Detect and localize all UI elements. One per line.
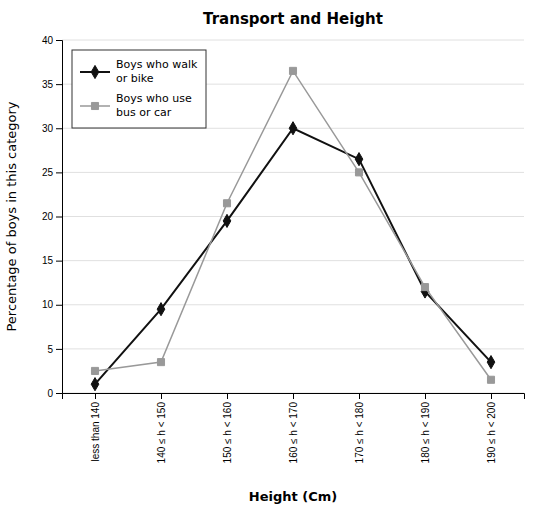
tick-mark bbox=[161, 393, 162, 399]
tick: 5 bbox=[47, 344, 62, 355]
tick-mark bbox=[359, 393, 360, 399]
tick-label: 35 bbox=[42, 79, 54, 90]
grid bbox=[62, 40, 524, 393]
tick-mark bbox=[491, 393, 492, 399]
tick-mark bbox=[56, 84, 62, 85]
chart: 0 5 10 15 20 25 30 35 40 less than 140 140 ≤ h < 1… bbox=[0, 0, 544, 511]
grid-line bbox=[62, 40, 524, 41]
legend-marker bbox=[91, 102, 98, 109]
tick: 15 bbox=[42, 255, 62, 266]
tick-mark bbox=[56, 393, 62, 394]
tick-mark bbox=[56, 40, 62, 41]
tick-mark bbox=[425, 393, 426, 399]
tick-mark bbox=[56, 217, 62, 218]
tick-label: 25 bbox=[42, 167, 54, 178]
marker bbox=[223, 200, 230, 207]
legend-marker bbox=[91, 65, 99, 78]
tick-mark bbox=[56, 349, 62, 350]
tick-label: 40 bbox=[42, 35, 54, 46]
tick-mark bbox=[56, 128, 62, 129]
legend-label: Boys who usebus or car bbox=[116, 92, 192, 119]
tick-label: 15 bbox=[42, 255, 54, 266]
tick-label: 170 ≤ h < 180 bbox=[354, 402, 365, 464]
title: Transport and Height bbox=[203, 10, 383, 28]
grid-line bbox=[62, 348, 524, 349]
grid-line bbox=[62, 172, 524, 173]
x-axis: less than 140 140 ≤ h < 150 150 ≤ h < 160 1… bbox=[63, 393, 525, 463]
plot: 0 5 10 15 20 25 30 35 40 less than 140 140 ≤ h < 1… bbox=[42, 35, 525, 464]
tick-mark bbox=[95, 393, 96, 399]
series-line bbox=[95, 71, 491, 380]
tick: 10 bbox=[42, 299, 62, 310]
marker bbox=[289, 67, 296, 74]
tick-label: 20 bbox=[42, 211, 54, 222]
legend: Boys who walkor bike Boys who usebus or c… bbox=[72, 50, 206, 128]
tick: 0 bbox=[47, 388, 62, 399]
legend-box bbox=[72, 50, 206, 128]
x-axis-title: Height (Cm) bbox=[249, 489, 337, 504]
tick: less than 140 bbox=[90, 393, 101, 462]
tick: 170 ≤ h < 180 bbox=[354, 393, 365, 463]
tick-label: 10 bbox=[42, 299, 54, 310]
marker bbox=[91, 378, 99, 391]
tick-label: 150 ≤ h < 160 bbox=[222, 402, 233, 464]
legend-entry: Boys who usebus or car bbox=[80, 92, 192, 119]
tick: 180 ≤ h < 190 bbox=[420, 393, 431, 463]
legend-label: Boys who walkor bike bbox=[116, 58, 198, 85]
tick: 35 bbox=[42, 79, 62, 90]
marker bbox=[157, 303, 165, 316]
y-axis-title: Percentage of boys in this category bbox=[4, 101, 19, 331]
marker bbox=[355, 169, 362, 176]
tick: 140 ≤ h < 150 bbox=[156, 393, 167, 463]
marker bbox=[487, 356, 495, 369]
series-line bbox=[95, 128, 491, 384]
tick-label: 190 ≤ h < 200 bbox=[486, 402, 497, 464]
tick: 190 ≤ h < 200 bbox=[486, 393, 497, 463]
axis-line bbox=[56, 41, 63, 394]
tick-mark bbox=[56, 172, 62, 173]
marker bbox=[223, 214, 231, 227]
tick-mark bbox=[293, 393, 294, 399]
grid-line bbox=[62, 304, 524, 305]
tick-label: 140 ≤ h < 150 bbox=[156, 402, 167, 464]
tick: 30 bbox=[42, 123, 62, 134]
marker bbox=[91, 367, 98, 374]
marker bbox=[355, 153, 363, 166]
tick: 160 ≤ h < 170 bbox=[288, 393, 299, 463]
marker bbox=[289, 122, 297, 135]
grid-line bbox=[62, 260, 524, 261]
tick-label: less than 140 bbox=[90, 402, 101, 462]
tick: 40 bbox=[42, 35, 62, 46]
legend-entry: Boys who walkor bike bbox=[80, 58, 198, 85]
tick: 20 bbox=[42, 211, 62, 222]
tick-mark bbox=[56, 261, 62, 262]
tick: 25 bbox=[42, 167, 62, 178]
marker bbox=[487, 376, 494, 383]
tick-mark bbox=[227, 393, 228, 399]
marker bbox=[421, 284, 428, 291]
marks bbox=[91, 67, 495, 390]
tick-label: 160 ≤ h < 170 bbox=[288, 402, 299, 464]
axis-line bbox=[63, 394, 525, 400]
tick-label: 30 bbox=[42, 123, 54, 134]
marker bbox=[157, 359, 164, 366]
tick-label: 0 bbox=[47, 388, 53, 399]
tick-label: 180 ≤ h < 190 bbox=[420, 402, 431, 464]
tick-mark bbox=[56, 305, 62, 306]
tick-label: 5 bbox=[47, 344, 53, 355]
tick: 150 ≤ h < 160 bbox=[222, 393, 233, 463]
y-axis: 0 5 10 15 20 25 30 35 40 bbox=[42, 35, 63, 399]
grid-line bbox=[62, 216, 524, 217]
